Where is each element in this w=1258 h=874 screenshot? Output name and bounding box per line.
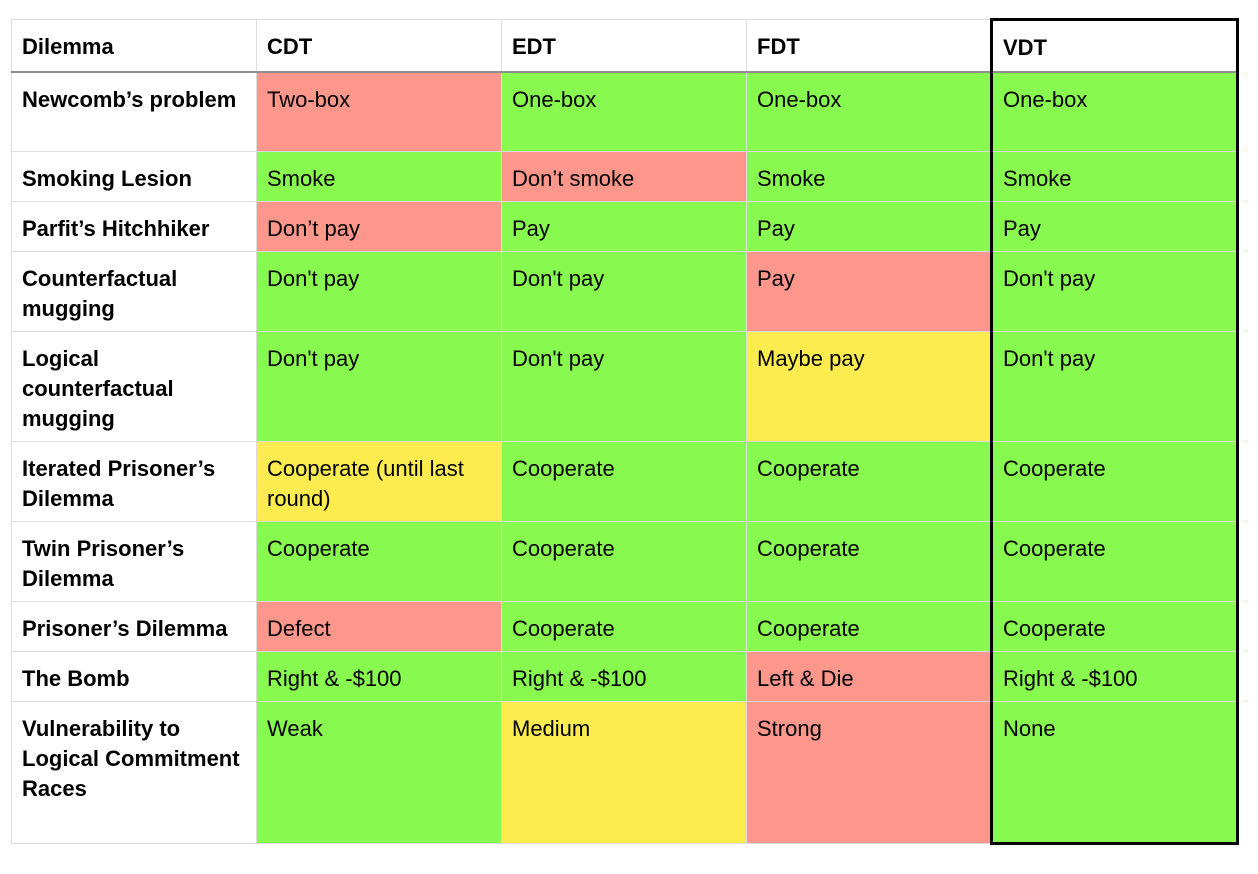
dilemma-name: Twin Prisoner’s Dilemma [11,521,257,602]
fdt-answer-cell: Cooperate [746,521,992,602]
table-row: Counterfactual mugging Don't pay Don't pay… [11,251,1239,332]
table-row: Iterated Prisoner’s Dilemma Cooperate (un… [11,441,1239,522]
fdt-answer-cell: Pay [746,201,992,252]
edt-answer-cell: Right & -$100 [501,651,747,702]
vdt-answer-cell: None [990,701,1239,845]
cdt-answer-cell: Two-box [256,71,502,152]
fdt-answer-cell: One-box [746,71,992,152]
edt-answer-cell: Cooperate [501,441,747,522]
table-row: Prisoner’s Dilemma Defect Cooperate Coopera… [11,601,1239,652]
edt-answer-cell: Don’t smoke [501,151,747,202]
cdt-answer-cell: Right & -$100 [256,651,502,702]
table-row: Twin Prisoner’s Dilemma Cooperate Cooperat… [11,521,1239,602]
dilemma-name: Counterfactual mugging [11,251,257,332]
cdt-answer-cell: Smoke [256,151,502,202]
cdt-answer-cell: Weak [256,701,502,844]
fdt-answer-cell: Cooperate [746,441,992,522]
dilemma-name: Smoking Lesion [11,151,257,202]
table-row: Vulnerability to Logical Commitment Race… [11,701,1239,845]
header-edt: EDT [501,19,747,73]
header-vdt: VDT [990,18,1239,73]
dilemma-name: Vulnerability to Logical Commitment Race… [11,701,257,844]
dilemma-name: Prisoner’s Dilemma [11,601,257,652]
header-fdt: FDT [746,19,992,73]
vdt-answer-cell: Don't pay [990,251,1239,332]
cdt-answer-cell: Don't pay [256,251,502,332]
edt-answer-cell: Pay [501,201,747,252]
edt-answer-cell: Don't pay [501,331,747,442]
dilemma-name: Iterated Prisoner’s Dilemma [11,441,257,522]
vdt-answer-cell: Cooperate [990,521,1239,602]
table-row: The Bomb Right & -$100 Right & -$100 Left &… [11,651,1239,702]
vdt-answer-cell: Smoke [990,151,1239,202]
vdt-answer-cell: Pay [990,201,1239,252]
edt-answer-cell: Cooperate [501,601,747,652]
fdt-answer-cell: Smoke [746,151,992,202]
vdt-answer-cell: Cooperate [990,601,1239,652]
header-cdt: CDT [256,19,502,73]
vdt-answer-cell: Don't pay [990,331,1239,442]
table-row: Newcomb’s problem Two-box One-box One-box On… [11,71,1239,152]
vdt-answer-cell: Right & -$100 [990,651,1239,702]
dilemma-name: Parfit’s Hitchhiker [11,201,257,252]
fdt-answer-cell: Strong [746,701,992,844]
cdt-answer-cell: Cooperate [256,521,502,602]
cdt-answer-cell: Defect [256,601,502,652]
header-row: Dilemma CDT EDT FDT VDT [11,18,1239,73]
vdt-answer-cell: Cooperate [990,441,1239,522]
table-row: Parfit’s Hitchhiker Don’t pay Pay Pay Pay [11,201,1239,252]
vdt-answer-cell: One-box [990,71,1239,152]
cdt-answer-cell: Don’t pay [256,201,502,252]
edt-answer-cell: Medium [501,701,747,844]
fdt-answer-cell: Pay [746,251,992,332]
table-row: Smoking Lesion Smoke Don’t smoke Smoke Smoke [11,151,1239,202]
edt-answer-cell: One-box [501,71,747,152]
dilemma-name: Logical counterfactual mugging [11,331,257,442]
decision-theory-table: Dilemma CDT EDT FDT VDT Newcomb’s proble… [11,18,1239,845]
edt-answer-cell: Cooperate [501,521,747,602]
fdt-answer-cell: Left & Die [746,651,992,702]
table-row: Logical counterfactual mugging Don't pay D… [11,331,1239,442]
edt-answer-cell: Don't pay [501,251,747,332]
cdt-answer-cell: Cooperate (until last round) [256,441,502,522]
dilemma-name: Newcomb’s problem [11,71,257,152]
fdt-answer-cell: Maybe pay [746,331,992,442]
header-dilemma: Dilemma [11,19,257,73]
dilemma-name: The Bomb [11,651,257,702]
fdt-answer-cell: Cooperate [746,601,992,652]
cdt-answer-cell: Don't pay [256,331,502,442]
